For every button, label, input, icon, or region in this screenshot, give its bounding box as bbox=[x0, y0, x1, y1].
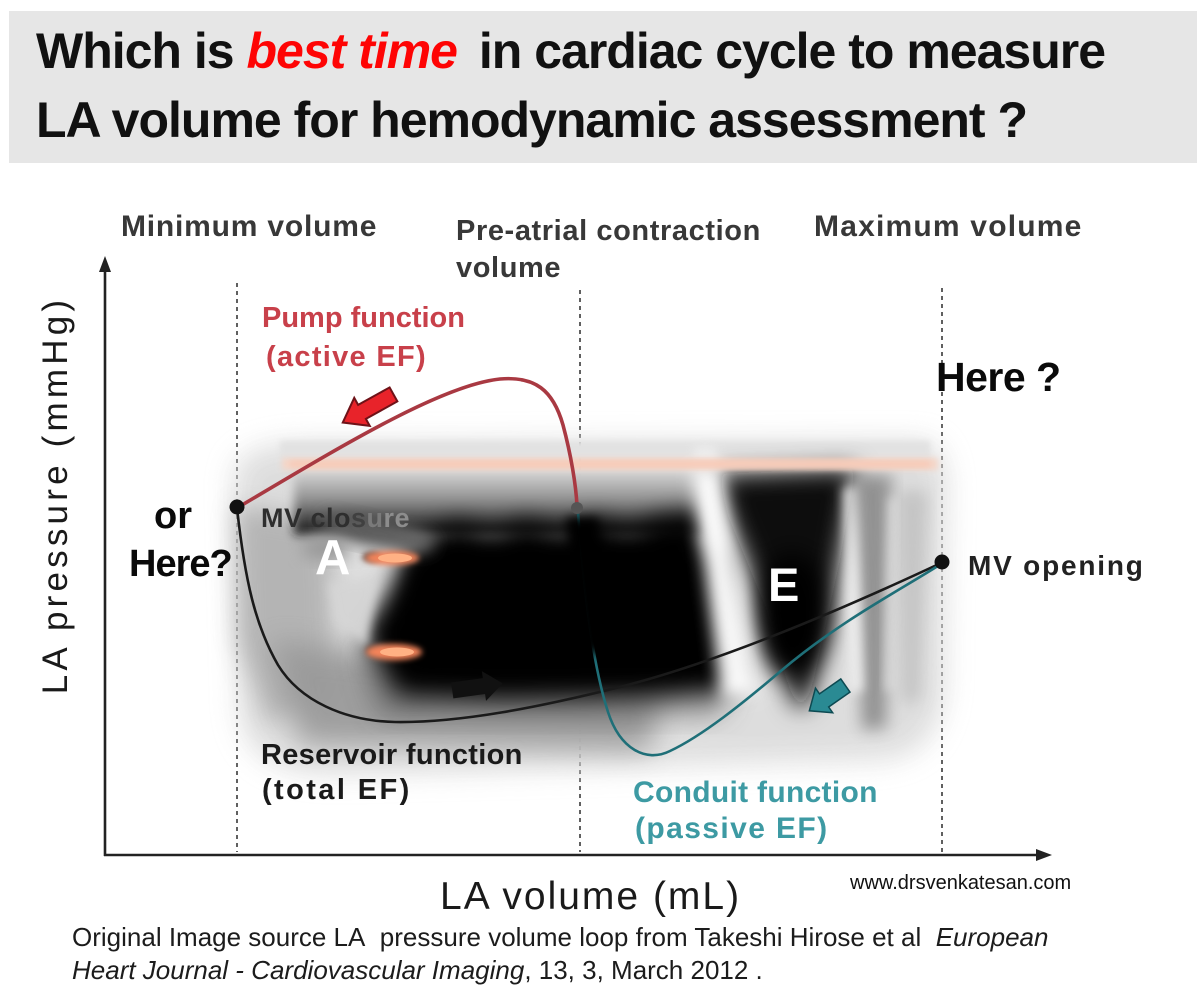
svg-text:Here?: Here? bbox=[129, 543, 232, 585]
svg-text:E: E bbox=[768, 558, 799, 611]
svg-text:(total EF): (total EF) bbox=[262, 774, 412, 806]
svg-text:(active EF): (active EF) bbox=[266, 341, 427, 373]
svg-text:Minimum volume: Minimum volume bbox=[121, 210, 377, 243]
svg-text:www.drsvenkatesan.com: www.drsvenkatesan.com bbox=[849, 872, 1071, 894]
svg-text:Reservoir function: Reservoir function bbox=[261, 739, 523, 771]
svg-text:Maximum volume: Maximum volume bbox=[814, 210, 1083, 243]
svg-text:Pre-atrial contraction: Pre-atrial contraction bbox=[456, 215, 761, 247]
svg-text:LA pressure (mmHg): LA pressure (mmHg) bbox=[36, 296, 75, 694]
svg-text:MV opening: MV opening bbox=[968, 550, 1145, 581]
svg-text:A: A bbox=[315, 531, 350, 585]
svg-text:(passive EF): (passive EF) bbox=[635, 812, 829, 845]
svg-text:LA volume (mL): LA volume (mL) bbox=[440, 875, 741, 918]
svg-text:Here ?: Here ? bbox=[936, 354, 1061, 400]
svg-text:Pump function: Pump function bbox=[262, 302, 465, 334]
svg-text:or: or bbox=[154, 495, 192, 537]
svg-text:Conduit function: Conduit function bbox=[633, 776, 878, 809]
svg-text:MV closure: MV closure bbox=[261, 503, 410, 533]
svg-text:volume: volume bbox=[456, 252, 561, 284]
